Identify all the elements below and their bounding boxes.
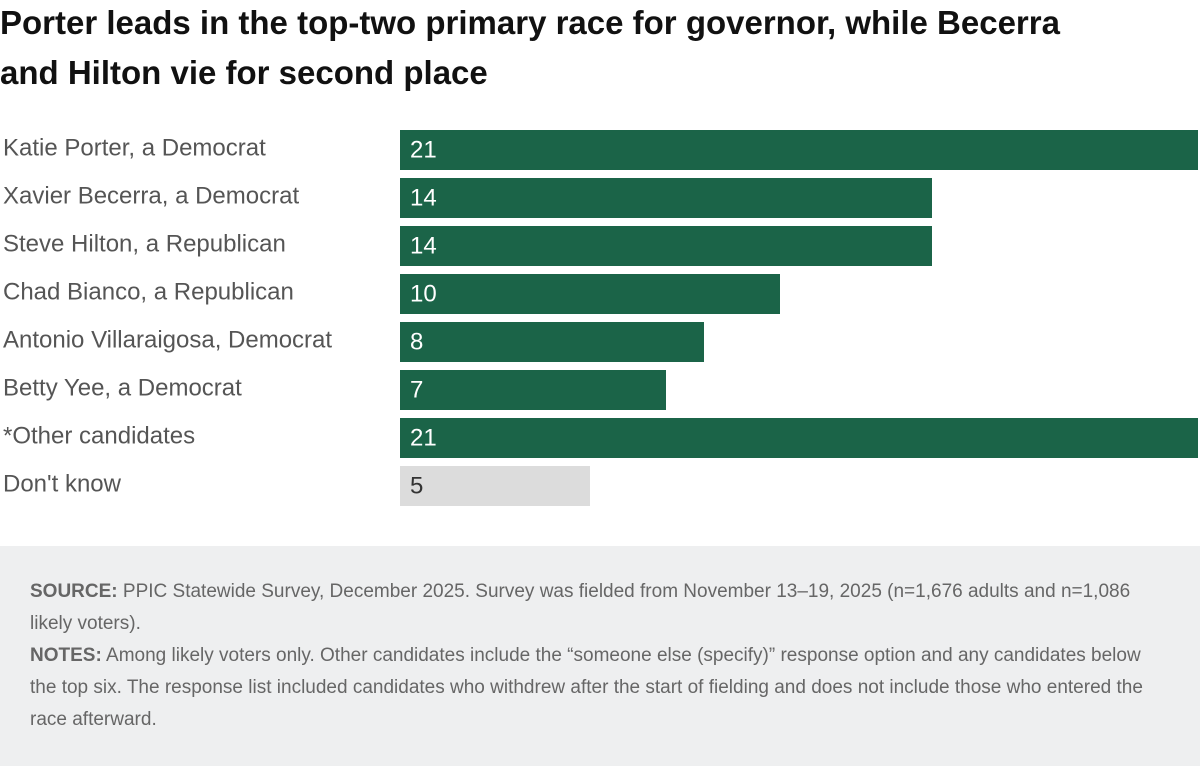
source-text: PPIC Statewide Survey, December 2025. Su… — [30, 581, 1131, 634]
footer: SOURCE: PPIC Statewide Survey, December … — [0, 546, 1200, 766]
notes: NOTES: Among likely voters only. Other c… — [30, 640, 1160, 736]
bar — [400, 274, 780, 314]
notes-text: Among likely voters only. Other candidat… — [30, 645, 1143, 730]
category-label: Antonio Villaraigosa, Democrat — [3, 326, 332, 353]
bar — [400, 370, 666, 410]
value-label: 10 — [410, 280, 437, 307]
bar — [400, 130, 1198, 170]
source: SOURCE: PPIC Statewide Survey, December … — [30, 576, 1160, 640]
value-label: 8 — [410, 328, 423, 355]
value-label: 7 — [410, 376, 423, 403]
value-label: 21 — [410, 136, 437, 163]
bar — [400, 418, 1198, 458]
value-label: 14 — [410, 184, 437, 211]
bar — [400, 322, 704, 362]
value-label: 14 — [410, 232, 437, 259]
value-label: 5 — [410, 472, 423, 499]
category-label: Xavier Becerra, a Democrat — [3, 182, 299, 209]
bar — [400, 226, 932, 266]
value-label: 21 — [410, 424, 437, 451]
bar — [400, 178, 932, 218]
category-label: Chad Bianco, a Republican — [3, 278, 294, 305]
chart: Katie Porter, a Democrat 21 Xavier Becerra… — [3, 130, 1198, 506]
notes-label: NOTES: — [30, 645, 102, 666]
category-label: Steve Hilton, a Republican — [3, 230, 286, 257]
bar — [400, 466, 590, 506]
category-label: *Other candidates — [3, 422, 195, 449]
category-label: Betty Yee, a Democrat — [3, 374, 242, 401]
source-label: SOURCE: — [30, 581, 118, 602]
category-label: Katie Porter, a Democrat — [3, 134, 266, 161]
chart-title: Porter leads in the top-two primary race… — [0, 4, 1060, 91]
category-label: Don't know — [3, 470, 122, 497]
